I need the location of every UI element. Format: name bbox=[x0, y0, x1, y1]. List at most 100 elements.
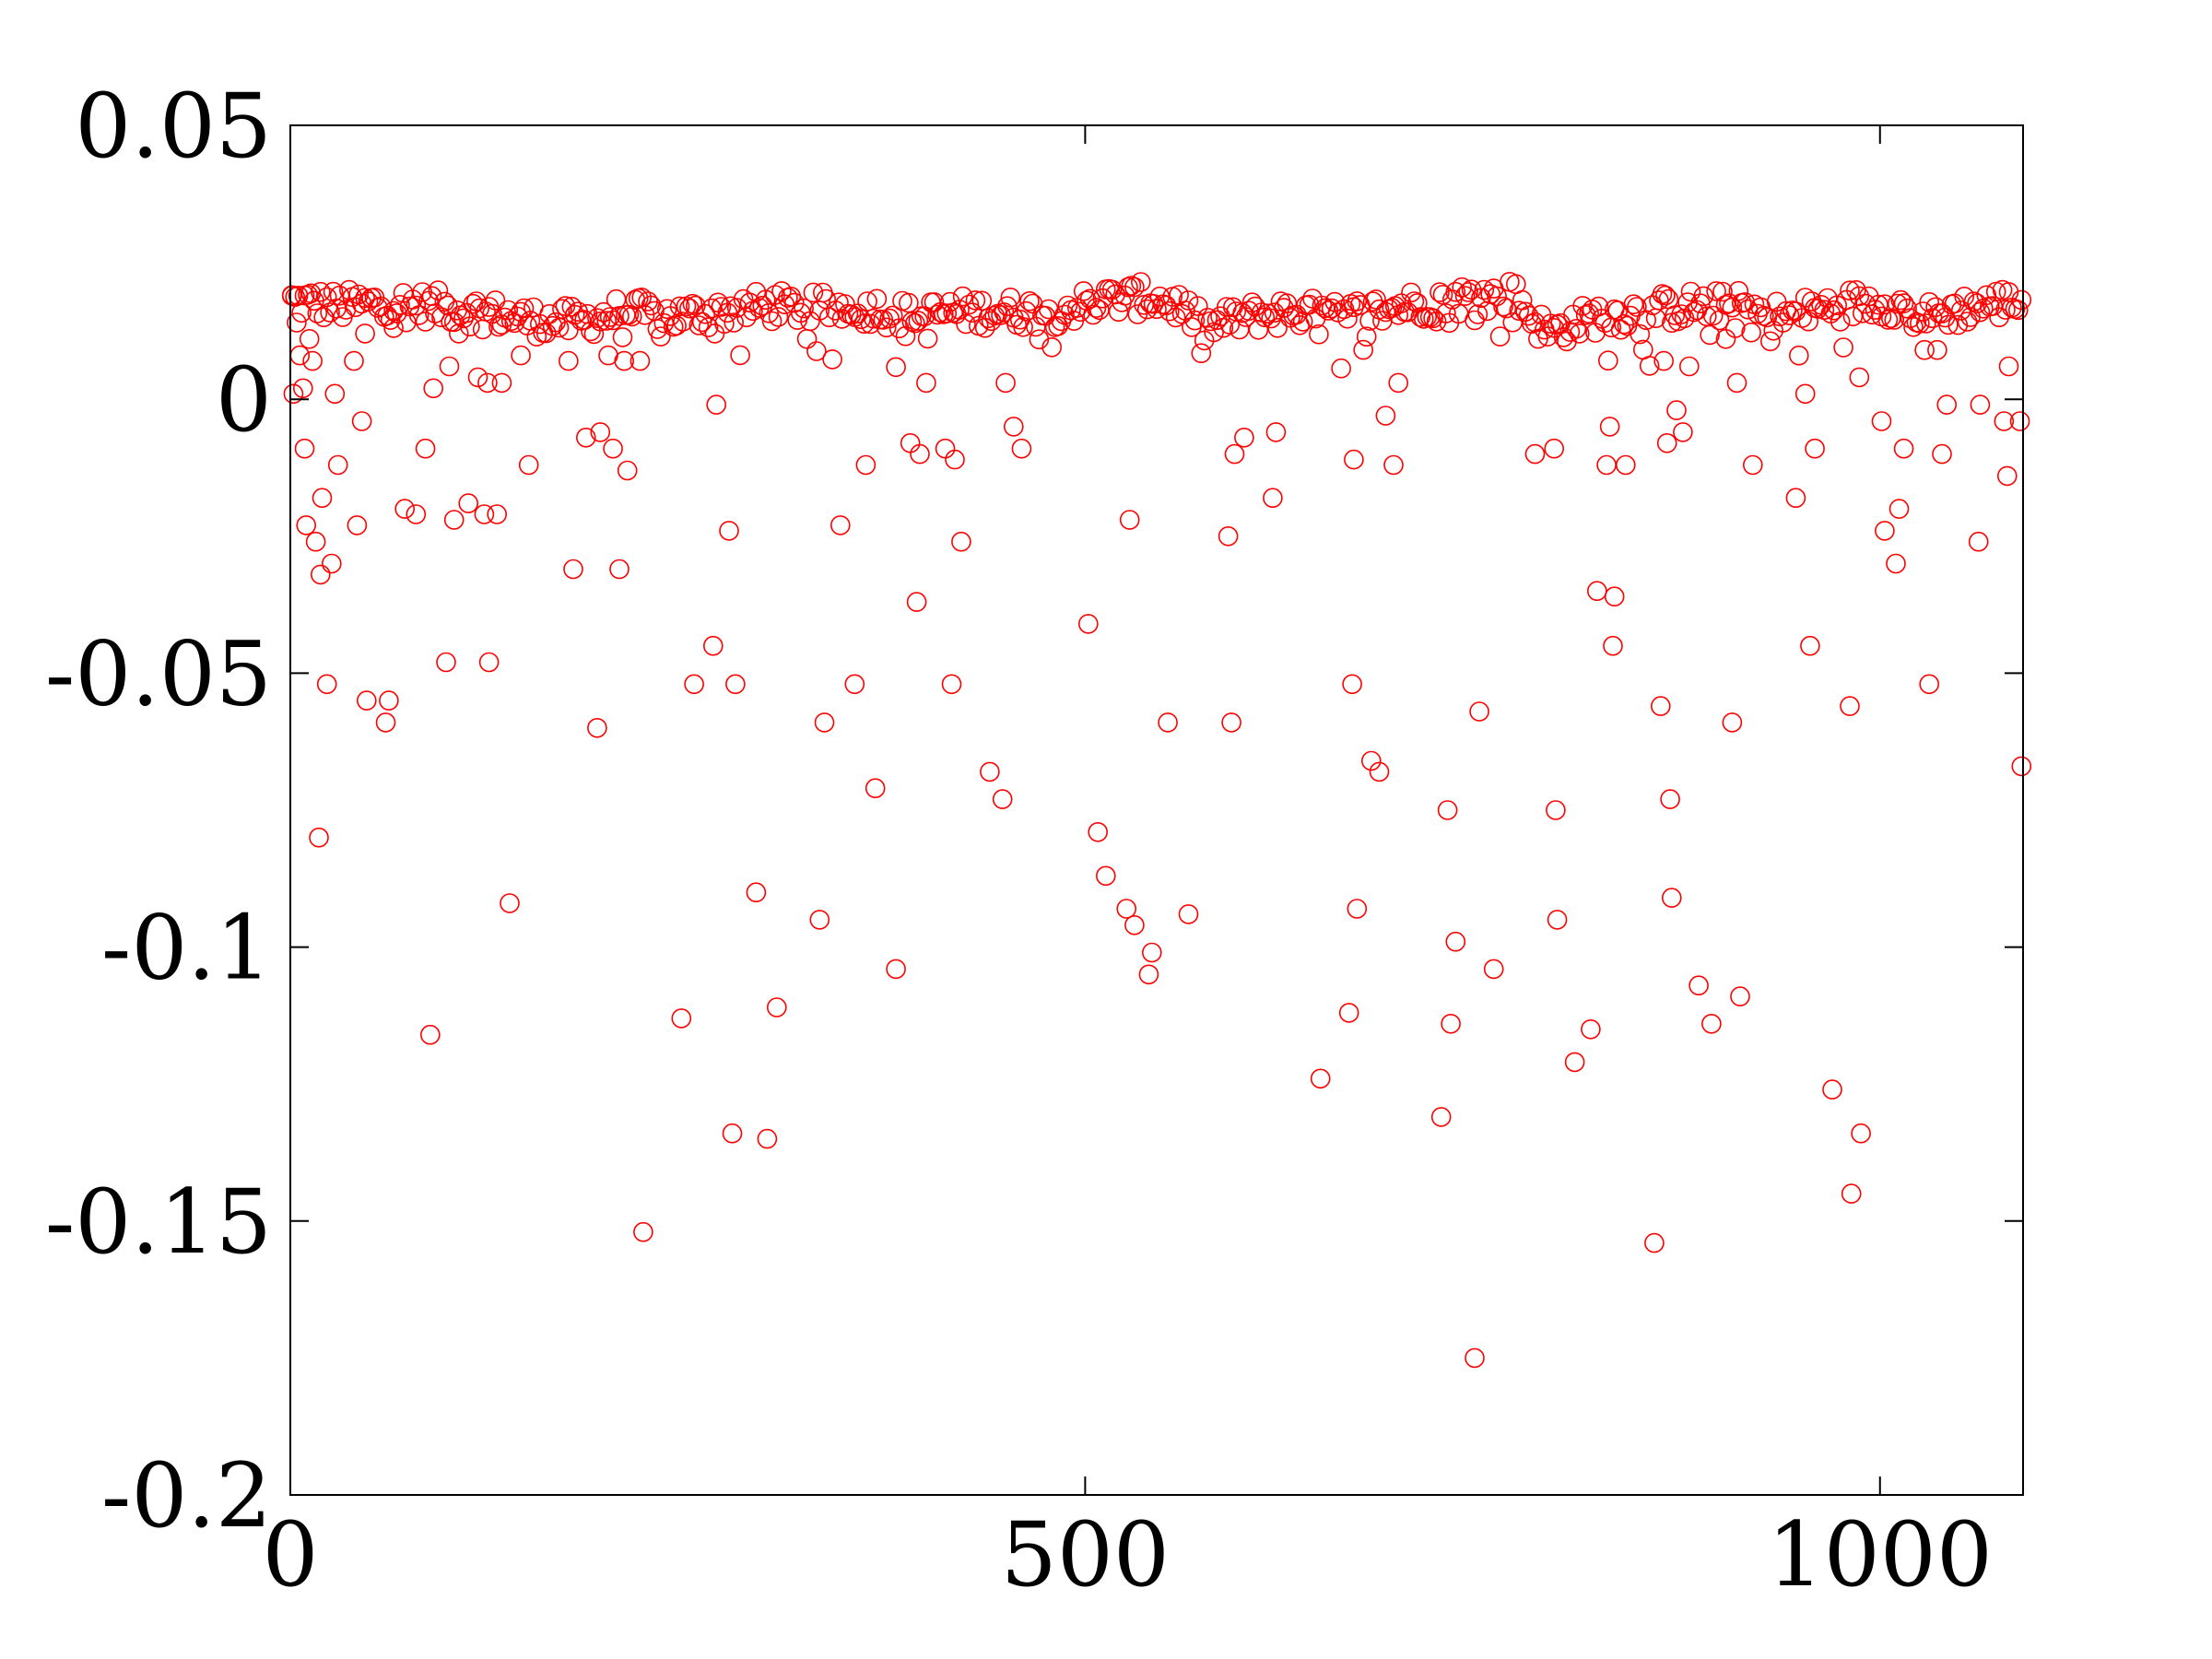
data-point bbox=[1353, 339, 1373, 360]
data-point bbox=[296, 515, 317, 535]
data-point bbox=[1471, 288, 1491, 309]
data-point bbox=[1223, 297, 1243, 318]
data-point bbox=[1138, 964, 1159, 985]
data-point bbox=[855, 454, 877, 476]
data-point bbox=[1627, 297, 1647, 317]
data-point bbox=[1356, 326, 1377, 347]
data-point bbox=[305, 531, 326, 552]
data-point bbox=[1178, 290, 1199, 311]
data-point bbox=[1142, 942, 1162, 963]
data-point bbox=[458, 493, 479, 513]
data-point bbox=[355, 324, 375, 344]
data-point bbox=[1927, 339, 1947, 360]
data-point bbox=[288, 285, 309, 306]
data-point bbox=[518, 454, 539, 476]
data-point bbox=[1445, 281, 1466, 302]
data-point bbox=[1596, 454, 1617, 476]
data-point bbox=[1191, 343, 1212, 364]
data-point bbox=[1715, 328, 1736, 349]
data-point bbox=[906, 592, 927, 612]
data-point bbox=[1884, 310, 1905, 330]
data-point bbox=[1423, 308, 1443, 329]
data-point bbox=[1743, 454, 1763, 476]
data-point bbox=[916, 372, 936, 394]
data-point bbox=[621, 306, 642, 327]
data-point bbox=[394, 499, 416, 519]
data-point bbox=[1910, 313, 1930, 334]
data-point bbox=[1957, 312, 1978, 332]
data-point bbox=[1875, 521, 1895, 541]
data-point bbox=[1671, 304, 1691, 324]
data-point bbox=[1265, 422, 1287, 442]
data-point bbox=[1566, 318, 1587, 339]
data-point bbox=[1700, 324, 1720, 346]
data-point bbox=[945, 449, 965, 470]
data-point bbox=[1197, 307, 1218, 328]
data-point bbox=[629, 350, 651, 371]
data-point bbox=[1888, 499, 1910, 519]
data-point bbox=[1936, 394, 1957, 415]
data-point bbox=[1234, 427, 1254, 448]
data-point bbox=[1388, 372, 1408, 394]
data-point bbox=[1916, 313, 1936, 334]
data-point bbox=[1342, 674, 1362, 695]
data-point bbox=[377, 305, 398, 326]
data-point bbox=[1344, 449, 1364, 470]
data-point bbox=[1655, 285, 1676, 306]
data-point bbox=[599, 307, 620, 327]
data-point bbox=[1785, 488, 1806, 509]
data-point bbox=[1679, 356, 1700, 377]
data-point bbox=[1890, 289, 1911, 311]
data-point bbox=[949, 300, 970, 320]
data-point bbox=[882, 305, 903, 326]
data-point bbox=[574, 310, 594, 330]
data-point bbox=[974, 317, 995, 338]
data-point bbox=[901, 312, 923, 332]
data-point bbox=[701, 298, 722, 319]
x-tick-label: 0 bbox=[262, 1503, 318, 1606]
data-point bbox=[2011, 756, 2032, 777]
data-point bbox=[1101, 279, 1123, 300]
data-point bbox=[1636, 310, 1656, 331]
data-point bbox=[443, 510, 465, 530]
data-point bbox=[951, 531, 971, 552]
data-point bbox=[1070, 301, 1090, 323]
data-point bbox=[467, 367, 488, 388]
x-tick-label: 500 bbox=[1001, 1503, 1170, 1606]
data-point bbox=[511, 345, 531, 366]
data-point bbox=[1688, 975, 1709, 995]
data-point bbox=[941, 674, 962, 695]
data-point bbox=[698, 317, 719, 337]
data-point bbox=[1616, 454, 1636, 476]
data-point bbox=[1221, 712, 1241, 733]
data-point bbox=[1630, 324, 1651, 345]
data-point bbox=[448, 324, 469, 344]
data-point bbox=[1712, 281, 1733, 302]
data-point bbox=[1445, 931, 1466, 952]
data-point bbox=[1722, 712, 1743, 733]
data-point bbox=[1865, 300, 1886, 320]
data-point bbox=[351, 411, 372, 431]
data-point bbox=[287, 312, 307, 333]
data-point bbox=[682, 293, 703, 314]
data-point bbox=[641, 295, 662, 316]
y-tick-label: 0 bbox=[216, 348, 272, 452]
data-point bbox=[415, 438, 436, 459]
data-point bbox=[1469, 701, 1489, 722]
plot-frame bbox=[289, 124, 2024, 1496]
data-point bbox=[1726, 372, 1747, 394]
data-point bbox=[1119, 510, 1140, 530]
data-point bbox=[375, 712, 396, 733]
data-point bbox=[1096, 865, 1116, 887]
data-point bbox=[980, 761, 1000, 782]
data-point bbox=[1968, 531, 1989, 552]
data-point bbox=[669, 296, 690, 317]
data-point bbox=[1666, 400, 1687, 420]
data-point bbox=[1437, 800, 1458, 820]
data-point bbox=[380, 310, 401, 330]
data-point bbox=[959, 294, 980, 315]
data-point bbox=[1757, 307, 1778, 328]
data-point bbox=[1078, 614, 1099, 634]
data-point bbox=[1693, 286, 1714, 307]
